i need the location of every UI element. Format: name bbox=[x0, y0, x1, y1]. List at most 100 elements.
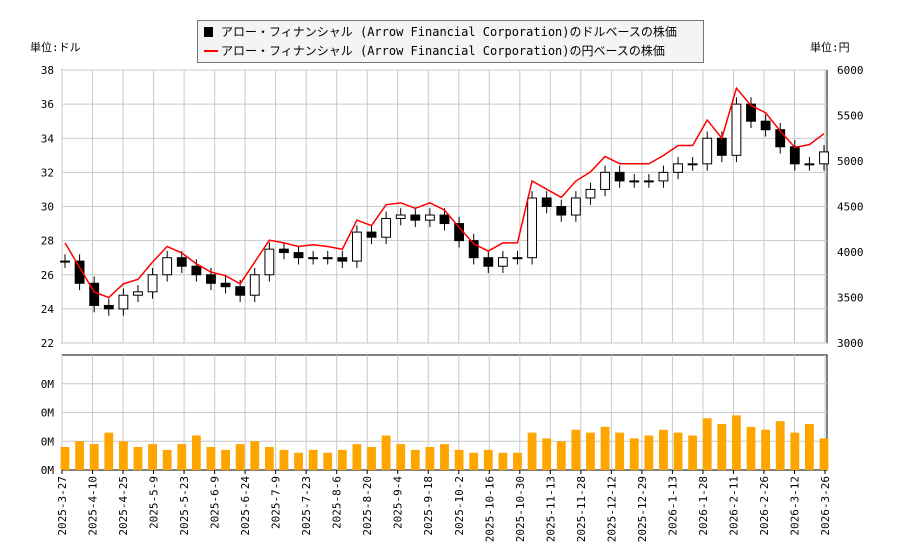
candle-body bbox=[556, 206, 567, 216]
volume-bar bbox=[571, 429, 581, 470]
volume-bar bbox=[118, 441, 128, 470]
candle-body bbox=[337, 257, 348, 262]
y-left-tick-label: 32 bbox=[41, 166, 54, 179]
candle-body bbox=[118, 294, 129, 310]
candle-body bbox=[483, 257, 494, 267]
yen-price-line bbox=[64, 86, 825, 299]
legend-entry-usd: アロー・フィナンシャル (Arrow Financial Corporation… bbox=[204, 23, 677, 41]
volume-bar bbox=[761, 429, 771, 470]
volume-bar bbox=[717, 424, 727, 470]
volume-bar bbox=[542, 438, 552, 470]
candle-body bbox=[191, 265, 202, 276]
x-tick-label: 2025-4-25 bbox=[117, 476, 130, 536]
candle-body bbox=[819, 151, 829, 165]
candle-body bbox=[264, 248, 275, 276]
candle-body bbox=[454, 223, 465, 242]
legend-label-usd: アロー・フィナンシャル (Arrow Financial Corporation… bbox=[221, 25, 677, 39]
candle-body bbox=[74, 260, 85, 284]
volume-bar bbox=[673, 432, 683, 470]
y-right-tick-label: 3000 bbox=[837, 337, 864, 350]
candle-body bbox=[220, 282, 231, 288]
candle-body bbox=[293, 252, 304, 259]
volume-bar bbox=[60, 447, 70, 470]
volume-bar bbox=[688, 435, 698, 470]
candle-body bbox=[249, 274, 260, 296]
volume-bar bbox=[367, 447, 376, 470]
candle-body bbox=[570, 197, 581, 216]
x-tick-label: 2025-8-6 bbox=[331, 476, 344, 529]
x-tick-label: 2025-9-18 bbox=[422, 476, 435, 536]
volume-bar bbox=[323, 452, 333, 470]
candle-body bbox=[760, 120, 771, 131]
x-tick-label: 2025-5-9 bbox=[148, 476, 161, 529]
y-right-tick-label: 5500 bbox=[837, 110, 864, 123]
candle-body bbox=[629, 180, 640, 183]
volume-bar bbox=[454, 449, 464, 470]
candle-body bbox=[643, 180, 654, 183]
candle-body bbox=[585, 188, 596, 199]
volume-bar bbox=[659, 429, 668, 470]
volume-bar bbox=[294, 452, 303, 470]
candle-body bbox=[804, 163, 815, 166]
candle-body bbox=[439, 214, 450, 225]
y-left-tick-label: 22 bbox=[41, 337, 54, 350]
black-square-icon bbox=[204, 27, 213, 37]
y-left-tick-label: 30 bbox=[41, 201, 54, 214]
volume-tick-label: 0M bbox=[41, 378, 55, 391]
x-tick-label: 2025-6-9 bbox=[209, 476, 222, 529]
candle-body bbox=[381, 217, 392, 238]
candle-body bbox=[235, 286, 246, 296]
y-left-tick-label: 38 bbox=[41, 64, 54, 77]
volume-bar bbox=[162, 449, 172, 470]
candle-body bbox=[614, 171, 625, 182]
candle-body bbox=[410, 214, 421, 221]
volume-bar bbox=[746, 426, 756, 470]
candle-body bbox=[702, 137, 713, 165]
volume-bar bbox=[615, 432, 625, 470]
volume-bar bbox=[732, 415, 741, 470]
volume-bar bbox=[308, 449, 318, 470]
x-tick-label: 2026-3-26 bbox=[819, 476, 832, 536]
volume-bar bbox=[425, 447, 435, 470]
x-tick-label: 2026-2-11 bbox=[727, 476, 740, 536]
y-left-tick-label: 28 bbox=[41, 235, 54, 248]
volume-bar bbox=[586, 432, 595, 470]
volume-bar bbox=[148, 444, 157, 470]
volume-bar bbox=[396, 444, 406, 470]
volume-bar bbox=[513, 452, 522, 470]
candle-body bbox=[789, 146, 800, 165]
candle-body bbox=[600, 171, 610, 190]
volume-bar bbox=[629, 438, 639, 470]
candle-body bbox=[133, 291, 143, 296]
volume-bar bbox=[75, 441, 85, 470]
candle-body bbox=[716, 137, 727, 156]
candle-body bbox=[687, 163, 698, 166]
candle-body bbox=[352, 231, 362, 262]
volume-bar bbox=[264, 447, 274, 470]
y-right-tick-label: 4500 bbox=[837, 201, 864, 214]
candle-body bbox=[176, 257, 187, 267]
candle-body bbox=[497, 257, 508, 267]
candle-body bbox=[541, 197, 552, 207]
x-tick-label: 2026-3-12 bbox=[788, 476, 801, 536]
candle-body bbox=[147, 274, 158, 293]
x-tick-label: 2025-9-4 bbox=[392, 476, 405, 529]
red-line-icon bbox=[204, 50, 218, 52]
volume-bar bbox=[221, 449, 230, 470]
volume-tick-label: 0M bbox=[41, 464, 55, 477]
volume-bar bbox=[600, 426, 610, 470]
volume-bar bbox=[819, 438, 829, 470]
volume-bar bbox=[89, 444, 99, 470]
legend-entry-jpy: アロー・フィナンシャル (Arrow Financial Corporation… bbox=[204, 42, 665, 60]
volume-bar bbox=[352, 444, 362, 470]
y-right-tick-label: 6000 bbox=[837, 64, 864, 77]
x-tick-label: 2025-11-28 bbox=[575, 476, 588, 542]
x-tick-label: 2025-5-23 bbox=[178, 476, 191, 536]
volume-bar bbox=[279, 449, 289, 470]
y-left-tick-label: 34 bbox=[41, 132, 55, 145]
x-tick-label: 2025-12-12 bbox=[605, 476, 618, 542]
y-right-tick-label: 3500 bbox=[837, 292, 864, 305]
candle-body bbox=[673, 163, 683, 173]
y-right-tick-label: 5000 bbox=[837, 155, 864, 168]
